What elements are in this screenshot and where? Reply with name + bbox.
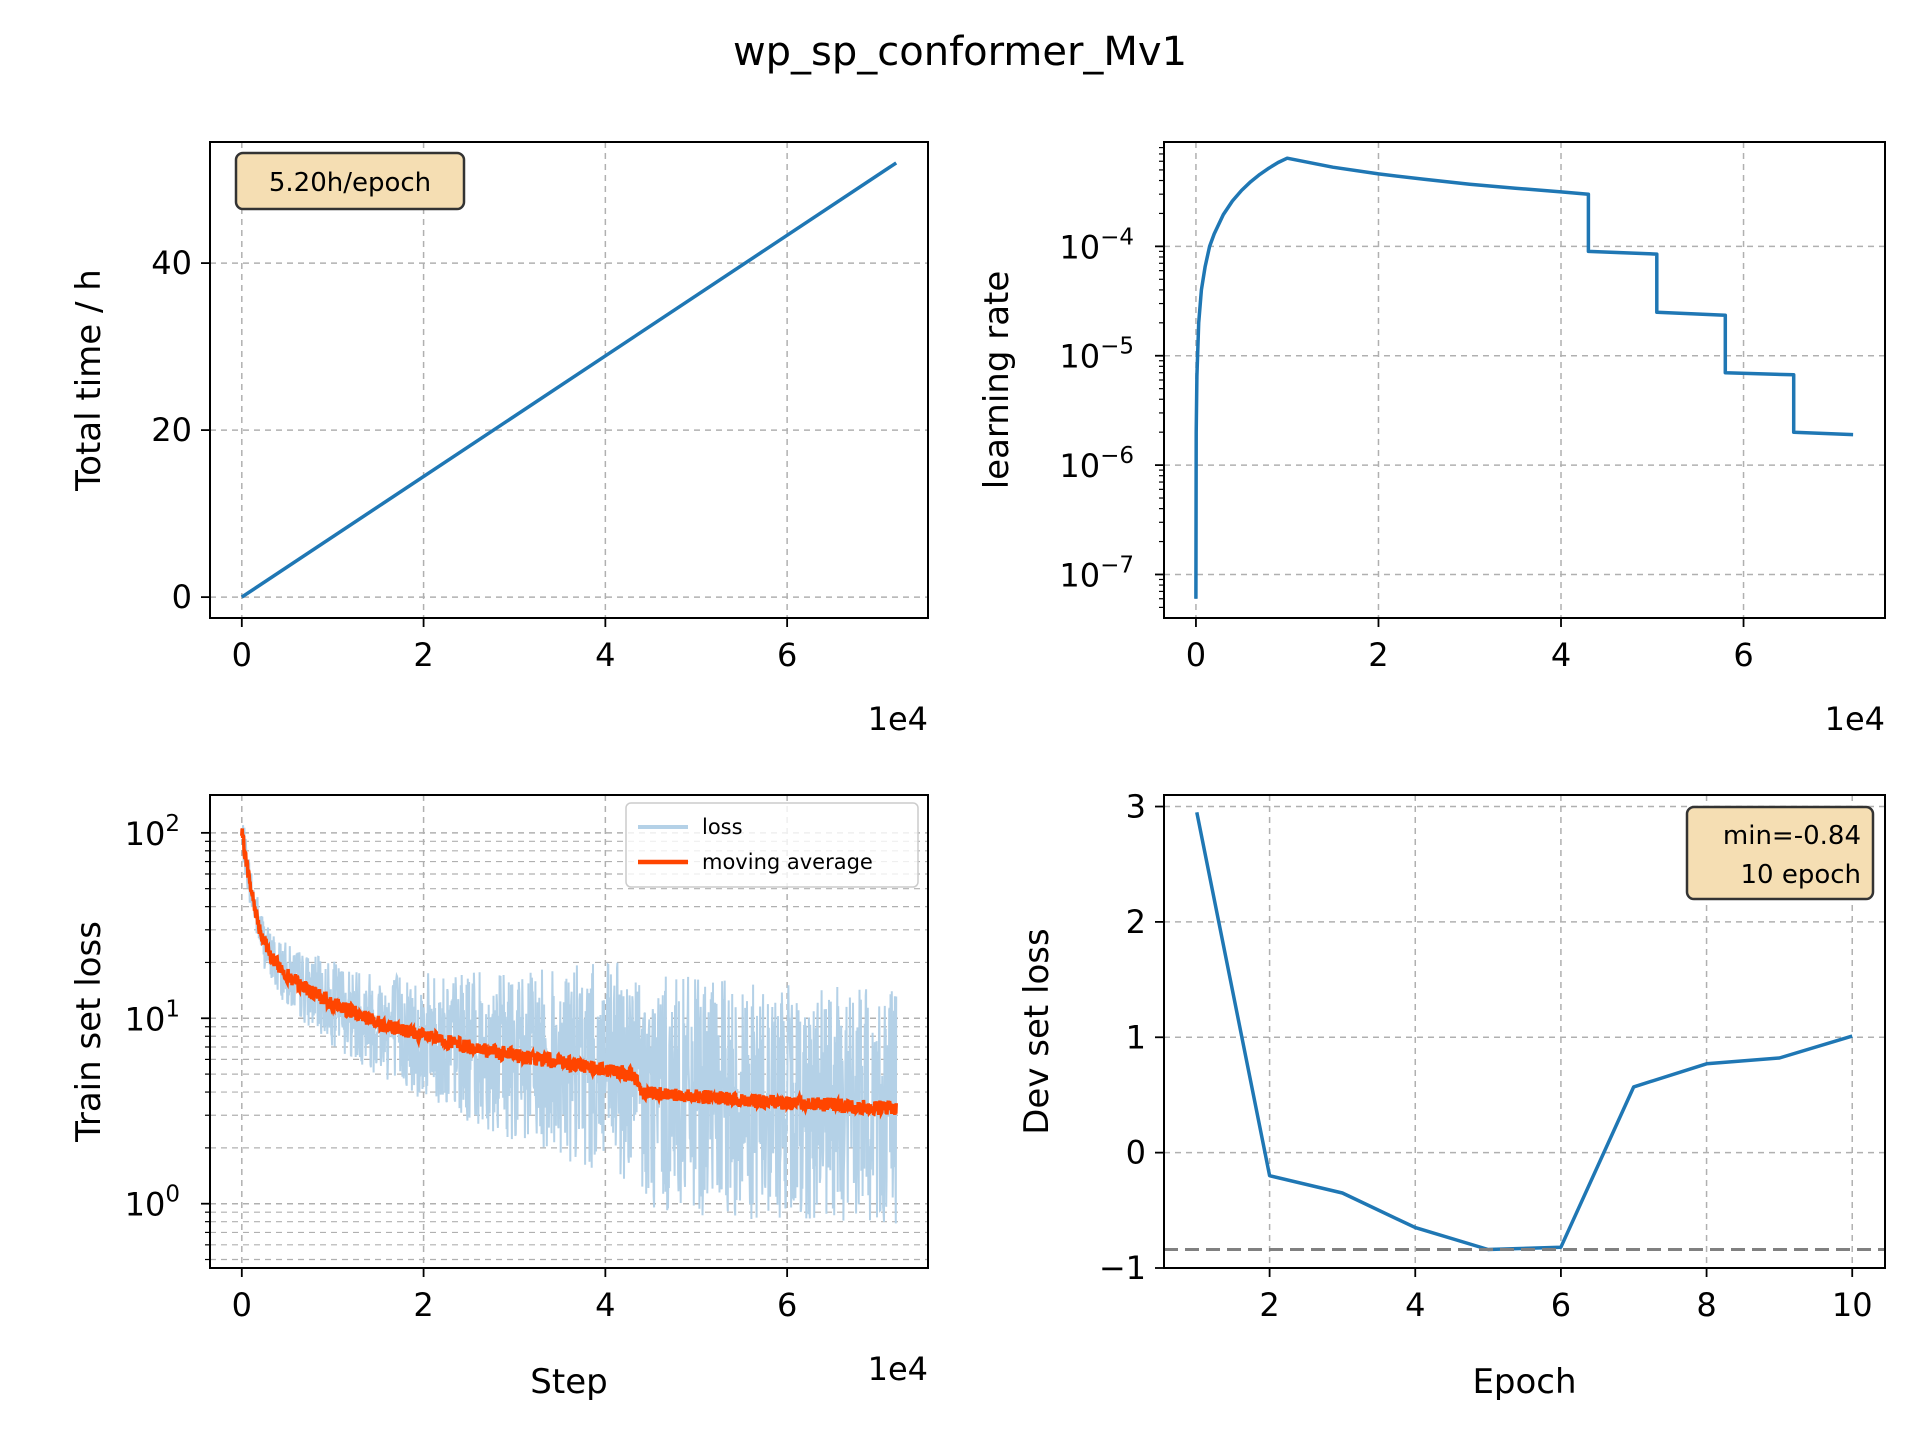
x-tick-label: 4: [595, 1286, 615, 1324]
x-offset-label: 1e4: [868, 1350, 928, 1388]
y-tick-label: 2: [1126, 903, 1146, 941]
x-tick-label: 6: [777, 636, 797, 674]
plot-area: [1164, 811, 1885, 1252]
y-tick-label: 10−4: [1059, 224, 1134, 266]
x-axis-label: Step: [530, 1362, 607, 1402]
axes-frame: [209, 141, 929, 619]
y-tick-label: 10−7: [1059, 552, 1134, 594]
y-tick-label: −1: [1099, 1249, 1146, 1287]
y-tick-label: 10−5: [1059, 334, 1134, 376]
y-tick-label: 3: [1126, 788, 1146, 826]
y-axis-label: learning rate: [977, 271, 1017, 490]
annotation-text: 5.20h/epoch: [269, 168, 431, 198]
y-axis-label: Dev set loss: [1017, 928, 1057, 1134]
y-tick-label: 10−6: [1059, 443, 1134, 485]
x-tick-label: 2: [413, 1286, 433, 1324]
x-tick-label: 0: [232, 1286, 252, 1324]
legend-frame: [625, 802, 919, 888]
x-tick-label: 10: [1832, 1286, 1873, 1324]
y-tick-label: 20: [151, 411, 192, 449]
grid: [210, 142, 928, 618]
x-axis-label: Epoch: [1472, 1362, 1576, 1402]
annotation-text: 10 epoch: [1740, 860, 1861, 890]
panel-dev-loss: 2 4 6 8 10 −1 0 1 2 3 Epoch Dev set loss min=-0.84 10…: [1017, 788, 1886, 1402]
y-tick-label: 101: [125, 996, 180, 1038]
panel-total-time: 0 2 4 6 0 20 40 1e4 Total time / h 5.20h/epoch: [69, 141, 929, 738]
annotation-box: [1685, 805, 1875, 901]
x-tick-label: 4: [595, 636, 615, 674]
x-tick-label: 4: [1551, 636, 1571, 674]
annotation-text: min=-0.84: [1723, 821, 1861, 851]
panel-learning-rate: 0 2 4 6 10−7 10−6 10−5 10−4 1e4 learning rate: [977, 141, 1886, 738]
y-tick-label: 0: [172, 578, 192, 616]
x-tick-label: 2: [413, 636, 433, 674]
y-axis-label: Total time / h: [69, 269, 109, 492]
x-tick-label: 0: [232, 636, 252, 674]
legend-label: loss: [702, 815, 743, 839]
y-tick-label: 0: [1126, 1134, 1146, 1172]
y-tick-label: 102: [125, 811, 180, 853]
figure-title: wp_sp_conformer_Mv1: [733, 29, 1187, 75]
x-tick-label: 2: [1368, 636, 1388, 674]
x-offset-label: 1e4: [868, 700, 928, 738]
plot-area: [1194, 156, 1854, 599]
x-tick-label: 6: [1551, 1286, 1571, 1324]
y-tick-label: 1: [1126, 1018, 1146, 1056]
axes-frame: [1163, 794, 1886, 1269]
x-tick-label: 6: [1733, 636, 1753, 674]
annotation-box: [234, 151, 466, 211]
x-tick-label: 4: [1405, 1286, 1425, 1324]
y-tick-label: 40: [151, 244, 192, 282]
series-moving-average: [240, 828, 898, 1120]
plot-area: [240, 161, 898, 599]
y-tick-label: 100: [125, 1182, 180, 1224]
x-tick-label: 0: [1186, 636, 1206, 674]
series-line: [1194, 156, 1854, 599]
series-line: [240, 161, 898, 599]
x-offset-label: 1e4: [1825, 700, 1885, 738]
axes-frame: [209, 794, 929, 1269]
legend-label: moving average: [702, 850, 873, 874]
x-tick-label: 8: [1696, 1286, 1716, 1324]
panel-train-loss: 0 2 4 6 100 101 102 1e4 Step Train set loss loss mo…: [69, 794, 929, 1402]
x-tick-label: 6: [777, 1286, 797, 1324]
plot-area: [240, 825, 898, 1224]
legend: loss moving average: [625, 802, 919, 888]
y-axis-label: Train set loss: [69, 921, 109, 1143]
x-tick-label: 2: [1259, 1286, 1279, 1324]
